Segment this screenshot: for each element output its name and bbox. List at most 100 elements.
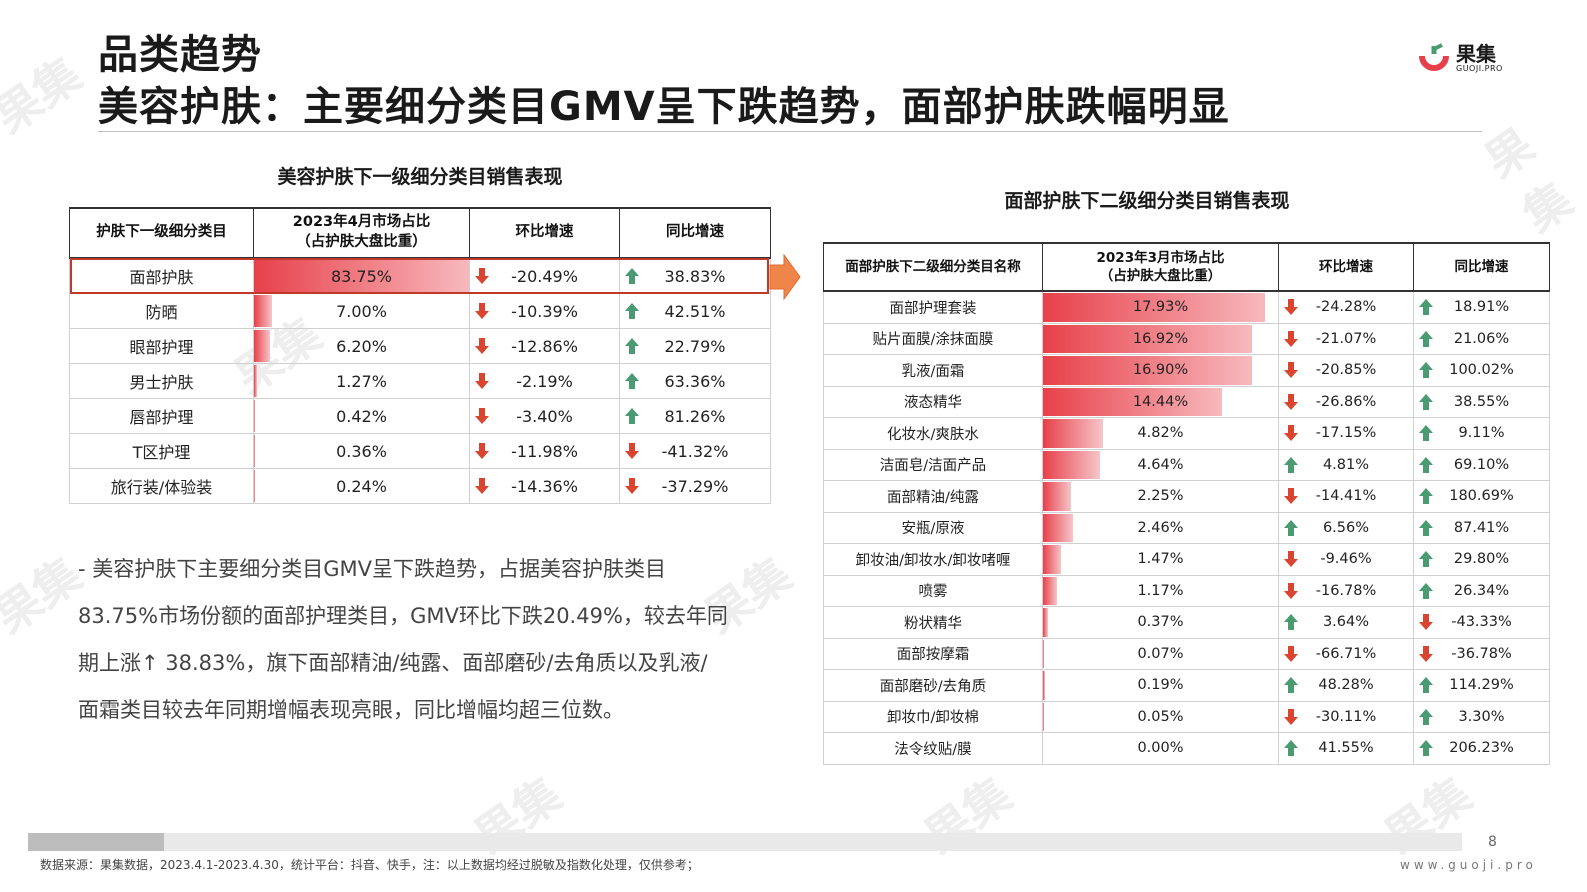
arrow-down-icon bbox=[475, 373, 489, 389]
table1-row: 面部护肤 83.75% -20.49% 38.83% bbox=[69, 257, 771, 294]
share-bar bbox=[1043, 482, 1071, 511]
arrow-up-icon bbox=[1419, 519, 1433, 536]
share-bar bbox=[1043, 293, 1265, 322]
mom-value: -20.49% bbox=[511, 266, 578, 286]
arrow-down-icon bbox=[625, 478, 639, 494]
arrow-down-icon bbox=[1284, 425, 1298, 442]
yoy-cell: 206.23% bbox=[1413, 732, 1550, 765]
share-cell: 0.36% bbox=[253, 433, 470, 469]
share-bar bbox=[1043, 671, 1046, 700]
mom-cell: -17.15% bbox=[1278, 417, 1414, 450]
share-bar bbox=[1043, 387, 1222, 416]
arrow-up-icon bbox=[1419, 708, 1433, 725]
share-bar bbox=[1043, 513, 1074, 542]
yoy-value: 22.79% bbox=[664, 336, 726, 356]
table2-header-category: 面部护肤下二级细分类目名称 bbox=[823, 242, 1043, 292]
logo-subtext: GUOJI.PRO bbox=[1456, 64, 1503, 73]
share-value: 2.25% bbox=[1137, 488, 1184, 505]
arrow-up-icon bbox=[1419, 425, 1433, 442]
mom-value: 4.81% bbox=[1322, 456, 1370, 473]
yoy-value: -43.33% bbox=[1451, 614, 1512, 631]
category-name: 面部磨砂/去角质 bbox=[823, 669, 1043, 702]
mom-cell: -9.46% bbox=[1278, 543, 1414, 576]
arrow-up-icon bbox=[1419, 456, 1433, 473]
table2-row: 粉状精华 0.37% 3.64% -43.33% bbox=[823, 606, 1550, 639]
mom-value: 48.28% bbox=[1318, 677, 1374, 694]
table2-row: 喷雾 1.17% -16.78% 26.34% bbox=[823, 574, 1550, 607]
footer-progress-track bbox=[28, 833, 1462, 851]
mom-value: -30.11% bbox=[1315, 708, 1377, 725]
yoy-cell: 100.02% bbox=[1413, 354, 1550, 387]
category-name: 面部护肤 bbox=[69, 257, 254, 294]
mom-value: 41.55% bbox=[1318, 740, 1374, 757]
share-value: 0.07% bbox=[1137, 645, 1184, 662]
mom-cell: -30.11% bbox=[1278, 700, 1414, 733]
yoy-cell: 63.36% bbox=[619, 363, 771, 399]
yoy-value: 180.69% bbox=[1449, 488, 1514, 505]
table2-row: 安瓶/原液 2.46% 6.56% 87.41% bbox=[823, 511, 1550, 544]
arrow-down-icon bbox=[475, 268, 489, 284]
arrow-down-icon bbox=[1284, 488, 1298, 505]
mom-cell: -3.40% bbox=[469, 398, 620, 434]
table1-header-yoy: 同比增速 bbox=[619, 207, 771, 259]
mom-value: -12.86% bbox=[511, 336, 578, 356]
arrow-down-icon bbox=[1419, 614, 1433, 631]
arrow-down-icon bbox=[1284, 393, 1298, 410]
arrow-up-icon bbox=[625, 303, 639, 319]
share-value: 0.37% bbox=[1137, 614, 1184, 631]
note-line: 期上涨↑ 38.83%，旗下面部精油/纯露、面部磨砂/去角质以及乳液/ bbox=[78, 651, 708, 675]
arrow-up-icon bbox=[625, 338, 639, 354]
share-bar bbox=[254, 435, 256, 467]
share-bar bbox=[1043, 545, 1062, 574]
table1: 护肤下一级细分类目 2023年4月市场占比 （占护肤大盘比重） 环比增速 同比增速… bbox=[69, 207, 771, 504]
arrow-up-icon bbox=[625, 408, 639, 424]
yoy-cell: -41.32% bbox=[619, 433, 771, 469]
share-bar bbox=[254, 400, 256, 432]
yoy-value: -36.78% bbox=[1451, 645, 1512, 662]
mom-cell: -66.71% bbox=[1278, 637, 1414, 670]
category-name: 男士护肤 bbox=[69, 363, 254, 399]
yoy-cell: 3.30% bbox=[1413, 700, 1550, 733]
arrow-up-icon bbox=[1419, 488, 1433, 505]
yoy-value: 38.83% bbox=[664, 266, 726, 286]
arrow-up-icon bbox=[1419, 299, 1433, 316]
share-bar bbox=[1043, 702, 1045, 731]
mom-value: -9.46% bbox=[1320, 551, 1372, 568]
arrow-down-icon bbox=[475, 408, 489, 424]
share-cell: 14.44% bbox=[1042, 385, 1279, 418]
mom-cell: -11.98% bbox=[469, 433, 620, 469]
yoy-value: 63.36% bbox=[664, 371, 726, 391]
share-cell: 17.93% bbox=[1042, 290, 1279, 324]
yoy-value: -41.32% bbox=[661, 441, 729, 461]
category-name: 面部按摩霜 bbox=[823, 637, 1043, 670]
yoy-value: 9.11% bbox=[1458, 425, 1505, 442]
yoy-cell: 42.51% bbox=[619, 293, 771, 329]
share-bar bbox=[1043, 419, 1103, 448]
share-value: 6.20% bbox=[336, 336, 387, 356]
category-name: 液态精华 bbox=[823, 385, 1043, 418]
mom-value: -24.28% bbox=[1315, 299, 1377, 316]
arrow-up-icon bbox=[1284, 614, 1298, 631]
share-cell: 0.07% bbox=[1042, 637, 1279, 670]
mom-value: -11.98% bbox=[511, 441, 578, 461]
yoy-cell: 26.34% bbox=[1413, 574, 1550, 607]
share-cell: 0.24% bbox=[253, 468, 470, 504]
table1-row: 男士护肤 1.27% -2.19% 63.36% bbox=[69, 363, 771, 399]
right-arrow-icon bbox=[769, 253, 801, 301]
mom-cell: 48.28% bbox=[1278, 669, 1414, 702]
page-number: 8 bbox=[1488, 834, 1497, 850]
mom-cell: -20.49% bbox=[469, 257, 620, 294]
yoy-cell: 18.91% bbox=[1413, 290, 1550, 324]
data-source-note: 数据来源：果集数据，2023.4.1-2023.4.30，统计平台：抖音、快手，… bbox=[40, 858, 699, 872]
share-bar bbox=[254, 260, 469, 292]
share-value: 16.92% bbox=[1132, 330, 1189, 347]
share-value: 1.17% bbox=[1137, 582, 1184, 599]
share-cell: 4.82% bbox=[1042, 417, 1279, 450]
arrow-up-icon bbox=[1284, 519, 1298, 536]
share-cell: 0.05% bbox=[1042, 700, 1279, 733]
arrow-down-icon bbox=[475, 443, 489, 459]
share-value: 17.93% bbox=[1132, 299, 1189, 316]
yoy-value: 26.34% bbox=[1453, 582, 1510, 599]
mom-value: 3.64% bbox=[1322, 614, 1370, 631]
yoy-cell: 180.69% bbox=[1413, 480, 1550, 513]
